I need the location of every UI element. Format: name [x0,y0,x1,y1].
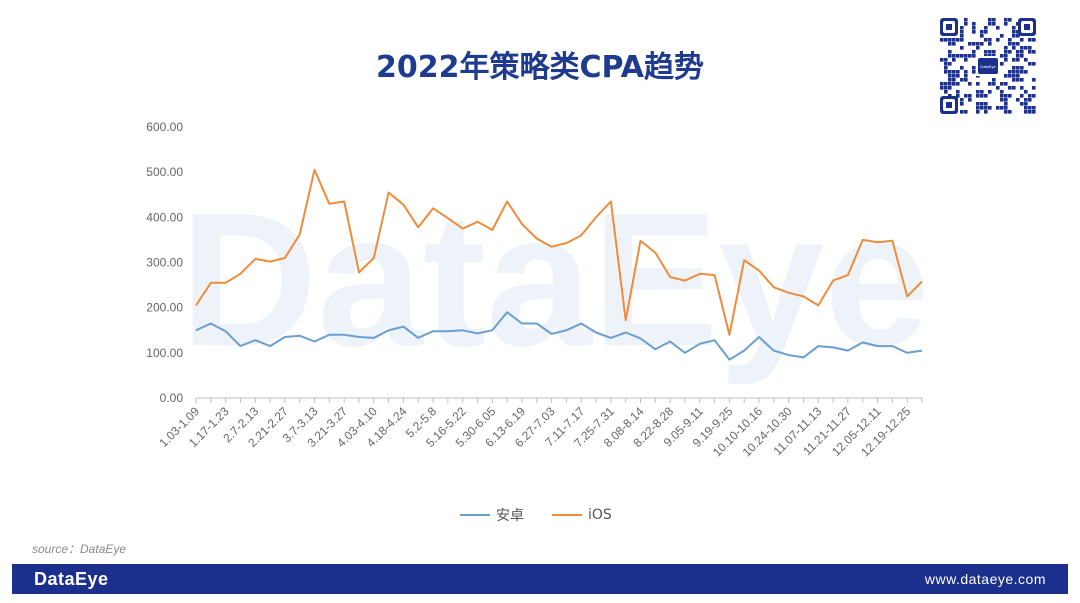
legend-item-ios: iOS [552,507,612,523]
series-layer [195,168,923,361]
qr-finder-top-right [1018,18,1036,36]
source-note: source：DataEye [32,542,127,556]
footer-logo: DataEye [34,568,109,589]
watermark-text: DataEye [180,174,930,386]
qr-code: DataEye [938,16,1038,116]
y-tick-label: 0.00 [160,391,184,405]
footer-url[interactable]: www.dataeye.com [924,571,1046,587]
y-axis: 0.00 100.00 200.00 300.00 400.00 500.00 600.00 [146,120,183,405]
legend-label-ios: iOS [588,507,612,523]
series-line-ios [195,168,923,336]
x-axis: 1.03-1.091.17-1.232.7-2.132.21-2.273.7-3… [156,397,923,459]
legend-swatch-android [460,514,490,516]
legend-item-android: 安卓 [460,505,524,525]
y-tick-label: 100.00 [146,346,183,360]
legend-swatch-ios [552,514,582,516]
legend: 安卓 iOS [460,505,640,525]
qr-center-label: DataEye [980,64,996,69]
qr-finder-top-left [940,18,958,36]
series-line-android [195,311,923,361]
line-chart: DataEye 0.00 100.00 200.00 300.00 400.00 500.… [146,120,930,459]
footer-bar: DataEye www.dataeye.com [12,564,1068,594]
y-tick-label: 500.00 [146,165,183,179]
page-title: 2022年策略类CPA趋势 [376,50,704,85]
y-tick-label: 400.00 [146,210,183,224]
qr-finder-bottom-left [940,96,958,114]
y-tick-label: 200.00 [146,301,183,315]
legend-label-android: 安卓 [496,508,524,524]
qr-center-logo [978,58,998,74]
y-tick-label: 300.00 [146,256,183,270]
y-tick-label: 600.00 [146,120,183,134]
